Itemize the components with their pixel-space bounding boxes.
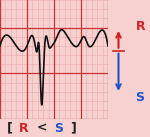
Text: <: <	[37, 122, 47, 135]
Text: R: R	[136, 20, 145, 32]
Text: S: S	[54, 122, 63, 135]
Text: ]: ]	[70, 122, 76, 135]
Text: S: S	[136, 92, 145, 104]
Text: R: R	[19, 122, 29, 135]
Text: [: [	[7, 122, 13, 135]
